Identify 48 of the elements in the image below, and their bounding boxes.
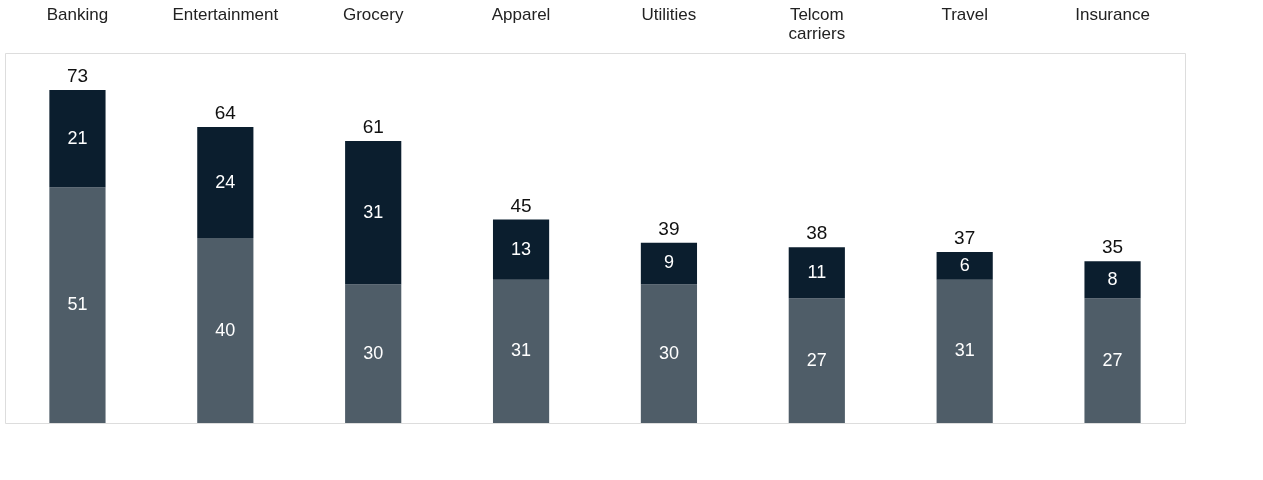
data-label: 11 [807,261,827,282]
bar [640,242,698,285]
data-label: 27 [806,349,827,370]
total-label: 64 [214,102,237,123]
x-tick-label: Apparel [491,4,551,24]
data-label: 30 [658,342,679,363]
data-label: 51 [67,294,88,315]
bar [49,90,106,188]
data-label: 30 [363,342,384,363]
total-label: 35 [1101,236,1124,258]
x-tick-label: Banking [46,4,109,24]
bar [345,284,402,423]
data-label: 9 [663,252,674,273]
x-tick-label: Travel [941,4,988,24]
bar [640,284,698,423]
data-label: 13 [511,238,532,259]
total-label: 73 [66,65,89,86]
x-tick-label: Entertainment [172,4,279,24]
data-label: 31 [954,340,975,361]
bar [492,219,550,280]
bar [936,279,993,423]
x-tick-label: Grocery [342,4,404,24]
x-tick-label: Insurance [1075,4,1150,24]
bar [197,238,254,423]
bar [345,140,402,285]
bar [49,187,106,423]
data-label: 31 [511,340,532,361]
x-tick-label: Utilities [641,4,697,24]
data-label: 24 [215,171,236,192]
bar [788,247,845,299]
total-label: 45 [510,194,532,216]
data-label: 27 [1102,349,1123,370]
bar [197,127,254,238]
total-label: 37 [954,226,976,248]
data-label: 21 [67,127,88,148]
bar [492,279,550,423]
data-label: 40 [215,319,236,340]
bar [788,298,845,423]
data-label: 8 [1107,268,1118,289]
data-label: 6 [959,254,970,275]
bar [936,251,993,280]
bar [1084,261,1141,299]
bar [1084,298,1141,423]
total-label: 61 [362,115,384,137]
data-label: 31 [363,201,384,222]
total-label: 39 [658,217,680,239]
total-label: 38 [806,222,828,244]
x-tick-label: Telcom carriers [788,4,846,43]
